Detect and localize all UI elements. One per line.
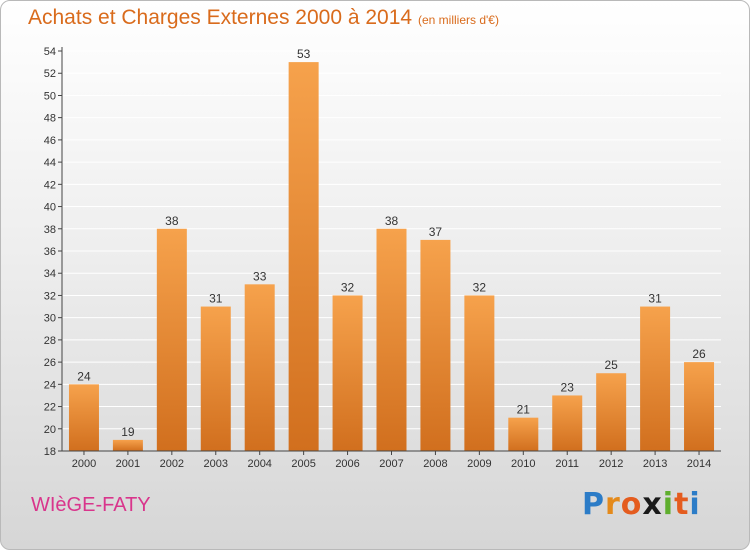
y-tick-label: 40 [44, 202, 56, 214]
bar [112, 439, 143, 451]
bar [244, 284, 275, 451]
logo-letter: r [605, 487, 621, 522]
y-tick-label: 54 [44, 46, 56, 58]
y-tick-label: 50 [44, 90, 56, 102]
commune-name: WIèGE-FATY [31, 494, 151, 516]
bar [376, 228, 407, 451]
bar-value-label: 21 [517, 403, 531, 417]
bar-value-label: 37 [429, 225, 443, 239]
y-tick-label: 24 [44, 379, 56, 391]
x-tick-label: 2014 [687, 458, 711, 470]
bar [596, 373, 627, 451]
bar [640, 306, 671, 451]
chart-subtitle: (en milliers d'€) [418, 13, 499, 27]
x-tick-label: 2000 [72, 458, 96, 470]
x-tick-label: 2010 [511, 458, 535, 470]
y-tick-label: 28 [44, 335, 56, 347]
bar [508, 417, 539, 451]
bar [156, 228, 187, 451]
y-tick-label: 26 [44, 357, 56, 369]
bar-value-label: 38 [165, 214, 179, 228]
x-tick-label: 2004 [247, 458, 271, 470]
logo-letter: i [689, 487, 701, 522]
x-tick-label: 2012 [599, 458, 623, 470]
bar [200, 306, 231, 451]
proxiti-logo: Proxiti [582, 487, 701, 522]
bar-value-label: 24 [77, 369, 91, 383]
bar [420, 239, 451, 451]
bar-value-label: 23 [561, 380, 575, 394]
logo-letter: t [674, 487, 690, 522]
y-tick-label: 42 [44, 179, 56, 191]
y-tick-label: 30 [44, 313, 56, 325]
x-tick-label: 2007 [379, 458, 403, 470]
x-tick-label: 2013 [643, 458, 667, 470]
y-tick-label: 20 [44, 424, 56, 436]
y-tick-label: 44 [44, 157, 56, 169]
y-tick-label: 48 [44, 113, 56, 125]
logo-letter: i [662, 487, 675, 522]
y-tick-label: 34 [44, 268, 56, 280]
bar-value-label: 32 [473, 280, 487, 294]
bar [552, 395, 583, 451]
y-tick-label: 18 [44, 446, 56, 458]
bar [684, 362, 715, 451]
logo-letter: x [642, 487, 663, 522]
x-tick-label: 2005 [291, 458, 315, 470]
chart-title: Achats et Charges Externes 2000 à 2014 [28, 6, 413, 29]
bar [464, 295, 495, 451]
y-tick-label: 36 [44, 246, 56, 258]
bar [332, 295, 363, 451]
bar-value-label: 38 [385, 214, 399, 228]
x-tick-label: 2001 [116, 458, 140, 470]
bar-value-label: 53 [297, 47, 311, 61]
logo-letter: P [582, 487, 605, 522]
bar-value-label: 26 [692, 347, 706, 361]
bar [68, 384, 99, 451]
y-tick-label: 52 [44, 68, 56, 80]
x-tick-label: 2002 [160, 458, 184, 470]
bar-value-label: 33 [253, 269, 267, 283]
x-tick-label: 2009 [467, 458, 491, 470]
x-tick-label: 2003 [204, 458, 228, 470]
y-tick-label: 38 [44, 224, 56, 236]
bar [288, 62, 319, 451]
bar-value-label: 31 [648, 292, 662, 306]
x-tick-label: 2006 [335, 458, 359, 470]
bar-value-label: 19 [121, 425, 135, 439]
x-tick-label: 2011 [555, 458, 579, 470]
bar-value-label: 31 [209, 292, 223, 306]
logo-letter: o [620, 487, 643, 522]
y-tick-label: 32 [44, 290, 56, 302]
y-tick-label: 22 [44, 402, 56, 414]
x-tick-label: 2008 [423, 458, 447, 470]
bar-value-label: 25 [604, 358, 618, 372]
y-tick-label: 46 [44, 135, 56, 147]
bar-value-label: 32 [341, 280, 355, 294]
